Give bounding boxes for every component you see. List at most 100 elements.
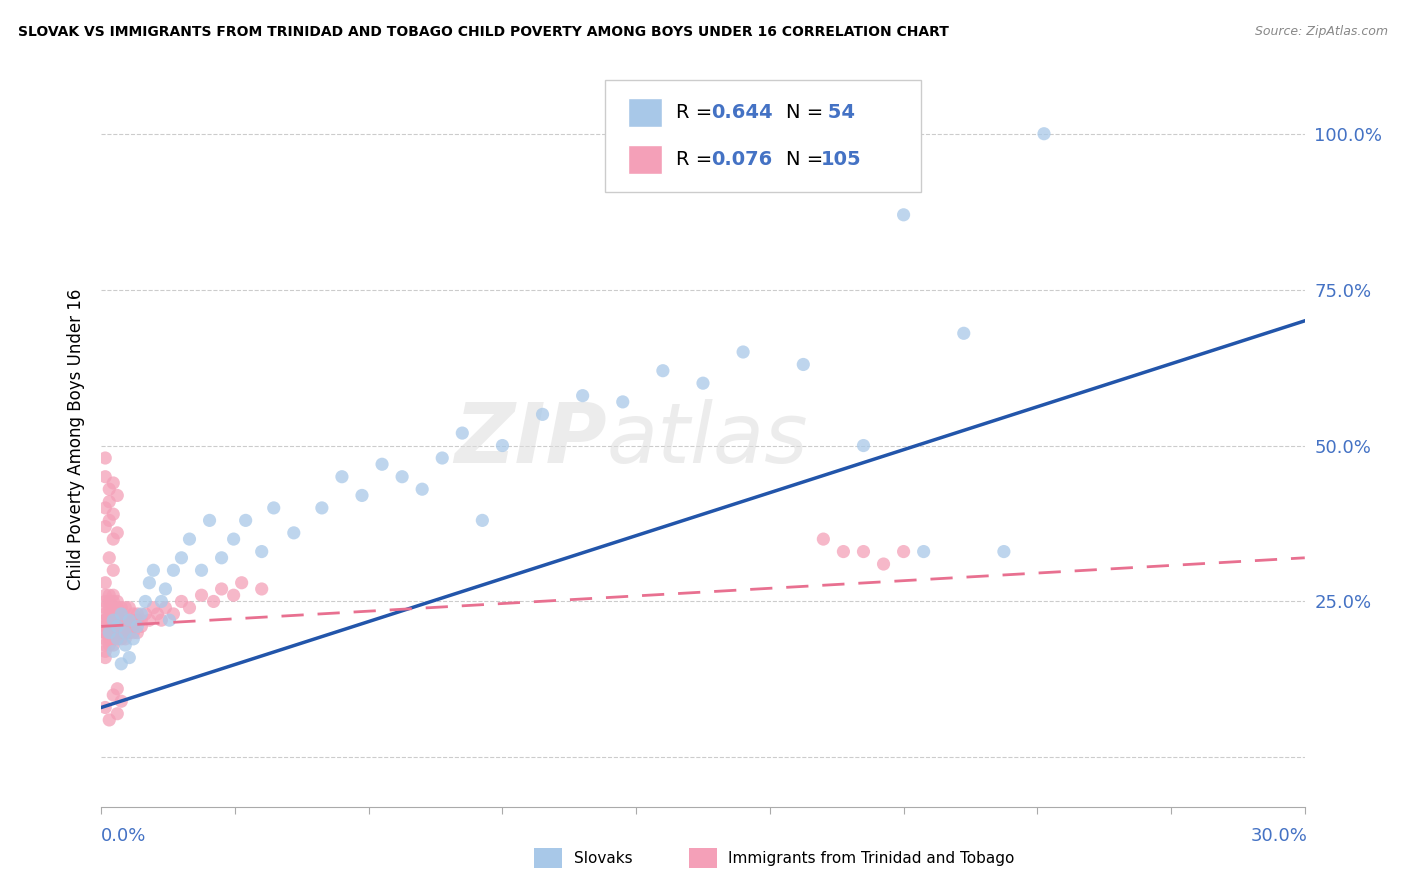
Point (122, 619, 145, 633)
Point (103, 600, 125, 615)
Point (330, 469, 353, 483)
Text: Slovaks: Slovaks (574, 851, 633, 865)
Point (159, 613, 181, 627)
Point (98, 600, 121, 615)
Text: 0.0%: 0.0% (101, 827, 146, 845)
Point (103, 688, 125, 702)
Point (190, 588, 212, 602)
Text: SLOVAK VS IMMIGRANTS FROM TRINIDAD AND TOBAGO CHILD POVERTY AMONG BOYS UNDER 16 : SLOVAK VS IMMIGRANTS FROM TRINIDAD AND T… (18, 25, 949, 39)
Point (231, 575, 253, 590)
Point (134, 607, 156, 621)
Point (94, 600, 117, 615)
Text: 105: 105 (821, 150, 862, 169)
Point (94, 638, 117, 652)
Point (103, 644, 125, 658)
Point (150, 594, 173, 608)
Point (94, 644, 117, 658)
Point (105, 632, 128, 646)
Point (283, 525, 305, 540)
Point (105, 594, 128, 608)
Point (127, 619, 149, 633)
Point (110, 607, 132, 621)
Point (491, 438, 513, 452)
Point (98, 550, 121, 565)
Text: atlas: atlas (607, 399, 808, 480)
Point (198, 513, 221, 527)
Point (103, 613, 125, 627)
Text: Immigrants from Trinidad and Tobago: Immigrants from Trinidad and Tobago (728, 851, 1015, 865)
Point (733, 345, 755, 359)
Point (131, 619, 153, 633)
Point (893, 544, 915, 558)
Point (235, 513, 257, 527)
Point (94, 613, 117, 627)
Text: N =: N = (786, 150, 830, 169)
Point (792, 358, 814, 372)
Point (110, 632, 132, 646)
Point (162, 563, 184, 577)
Point (127, 613, 149, 627)
Point (432, 450, 454, 465)
Point (114, 632, 136, 646)
Point (110, 607, 132, 621)
Point (98, 625, 121, 640)
Point (103, 563, 125, 577)
Point (263, 500, 285, 515)
Point (103, 594, 125, 608)
Point (105, 525, 128, 540)
Point (179, 532, 201, 546)
Point (162, 607, 184, 621)
Point (122, 613, 145, 627)
Point (222, 588, 245, 602)
Point (813, 532, 835, 546)
Point (105, 632, 128, 646)
Point (94, 625, 117, 640)
Point (110, 613, 132, 627)
Point (94, 650, 117, 665)
Point (103, 507, 125, 521)
Point (98, 613, 121, 627)
Point (94, 594, 117, 608)
Point (122, 632, 145, 646)
Point (105, 625, 128, 640)
Point (127, 607, 149, 621)
Point (371, 457, 394, 471)
Point (893, 208, 915, 222)
Point (114, 619, 136, 633)
Point (122, 607, 145, 621)
Text: N =: N = (786, 103, 830, 122)
Point (103, 532, 125, 546)
Point (118, 600, 141, 615)
Point (651, 364, 673, 378)
Point (872, 557, 894, 571)
Point (98, 607, 121, 621)
Text: Source: ZipAtlas.com: Source: ZipAtlas.com (1254, 25, 1388, 38)
Point (311, 500, 333, 515)
Point (142, 600, 165, 615)
Point (110, 625, 132, 640)
Point (98, 494, 121, 508)
Text: 30.0%: 30.0% (1251, 827, 1308, 845)
Point (103, 475, 125, 490)
Point (118, 625, 141, 640)
Point (190, 563, 212, 577)
Point (211, 582, 233, 596)
Point (993, 544, 1015, 558)
Point (138, 575, 160, 590)
Point (94, 607, 117, 621)
Point (94, 500, 117, 515)
Point (170, 550, 193, 565)
Point (250, 544, 273, 558)
Text: R =: R = (676, 103, 718, 122)
Point (98, 482, 121, 496)
Point (110, 657, 132, 671)
Point (98, 625, 121, 640)
Text: 54: 54 (821, 103, 855, 122)
Point (127, 625, 149, 640)
Point (131, 607, 153, 621)
Point (571, 389, 593, 403)
Point (170, 594, 193, 608)
Point (118, 619, 141, 633)
Point (155, 582, 177, 596)
Y-axis label: Child Poverty Among Boys Under 16: Child Poverty Among Boys Under 16 (66, 289, 84, 590)
